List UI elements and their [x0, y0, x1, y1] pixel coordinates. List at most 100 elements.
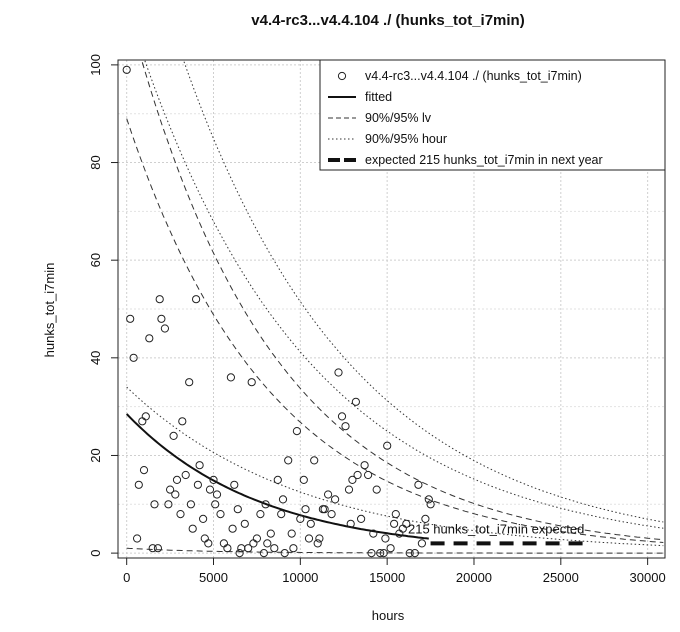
- data-point: [270, 544, 279, 553]
- data-point: [211, 500, 220, 509]
- data-point: [398, 524, 407, 533]
- data-point: [259, 549, 268, 558]
- data-point: [379, 549, 388, 558]
- data-point: [249, 539, 258, 548]
- data-point: [145, 334, 154, 343]
- data-point: [178, 417, 187, 426]
- data-point: [417, 539, 426, 548]
- data-point: [410, 549, 419, 558]
- y-tick-label: 60: [88, 253, 103, 267]
- data-point: [226, 373, 235, 382]
- data-point: [421, 514, 430, 524]
- data-point: [204, 539, 213, 548]
- y-tick-label: 100: [88, 54, 103, 76]
- y-tick-label: 20: [88, 448, 103, 462]
- data-point: [315, 534, 324, 543]
- hour90-curve: [144, 60, 664, 529]
- data-point: [199, 514, 208, 524]
- data-point: [341, 422, 350, 431]
- x-axis-label: hours: [372, 608, 405, 623]
- data-point: [390, 519, 399, 528]
- data-point: [193, 480, 202, 489]
- data-point: [367, 549, 376, 558]
- x-tick-label: 25000: [543, 570, 579, 585]
- data-point: [273, 475, 282, 484]
- data-point: [138, 417, 147, 426]
- data-point: [381, 534, 390, 543]
- data-point: [150, 500, 159, 509]
- x-tick-label: 30000: [630, 570, 666, 585]
- data-point: [405, 549, 414, 558]
- legend-label: 90%/95% lv: [365, 111, 432, 125]
- data-point: [233, 505, 242, 514]
- expected-annotation: 215 hunks_tot_i7min expected: [408, 522, 584, 537]
- data-point: [172, 475, 182, 484]
- legend-label: expected 215 hunks_tot_i7min in next yea…: [365, 153, 603, 167]
- data-point: [372, 485, 381, 494]
- data-point: [186, 500, 195, 509]
- data-point: [324, 490, 333, 499]
- data-point: [185, 378, 194, 387]
- y-axis: 0 20 40 60 80 100: [88, 54, 118, 557]
- data-point: [133, 534, 142, 543]
- data-point: [424, 495, 433, 504]
- data-point: [252, 534, 261, 543]
- data-point: [141, 412, 150, 421]
- legend-label: fitted: [365, 90, 392, 104]
- data-point: [200, 534, 209, 543]
- data-point: [320, 505, 329, 514]
- data-point: [348, 475, 357, 484]
- data-point: [287, 529, 296, 538]
- data-point: [157, 314, 166, 323]
- y-axis-label: hunks_tot_i7min: [42, 263, 57, 358]
- data-point: [337, 412, 347, 421]
- data-point: [171, 490, 180, 499]
- x-tick-label: 10000: [282, 570, 318, 585]
- lv95-curve: [141, 62, 664, 541]
- data-point: [247, 378, 256, 387]
- data-point: [188, 524, 197, 533]
- data-point: [235, 549, 244, 558]
- x-axis: 0 5000 10000 15000 20000 25000 30000: [123, 558, 666, 585]
- x-tick-label: 15000: [369, 570, 405, 585]
- data-point: [360, 461, 369, 470]
- data-point: [195, 461, 204, 470]
- data-point: [351, 397, 360, 406]
- data-point: [301, 505, 310, 514]
- fitted-curve: [125, 413, 429, 540]
- lv90-curve: [126, 118, 664, 543]
- data-point: [391, 509, 400, 519]
- data-point: [331, 495, 340, 504]
- data-point: [166, 485, 175, 494]
- data-point: [212, 490, 222, 499]
- data-point: [244, 544, 253, 553]
- data-point: [310, 456, 319, 465]
- data-point: [219, 539, 228, 548]
- data-point: [277, 509, 286, 519]
- data-point: [334, 368, 343, 377]
- data-point: [261, 500, 270, 509]
- data-point: [169, 431, 178, 440]
- data-point: [292, 427, 301, 436]
- data-point: [364, 470, 373, 480]
- data-point: [284, 456, 293, 465]
- data-point: [134, 480, 143, 489]
- data-point: [414, 480, 423, 489]
- data-point: [155, 295, 164, 304]
- legend-box: [319, 59, 666, 171]
- data-point: [395, 529, 404, 538]
- data-point: [383, 441, 392, 450]
- data-point: [357, 514, 366, 524]
- x-tick-label: 5000: [199, 570, 228, 585]
- y-tick-label: 80: [88, 155, 103, 169]
- data-point: [230, 480, 239, 489]
- points: [122, 65, 435, 558]
- data-point: [304, 534, 314, 543]
- data-point: [280, 549, 289, 558]
- data-point: [164, 500, 173, 509]
- data-point: [353, 470, 362, 480]
- data-point: [346, 519, 355, 528]
- data-point: [296, 514, 305, 524]
- data-point: [176, 509, 185, 519]
